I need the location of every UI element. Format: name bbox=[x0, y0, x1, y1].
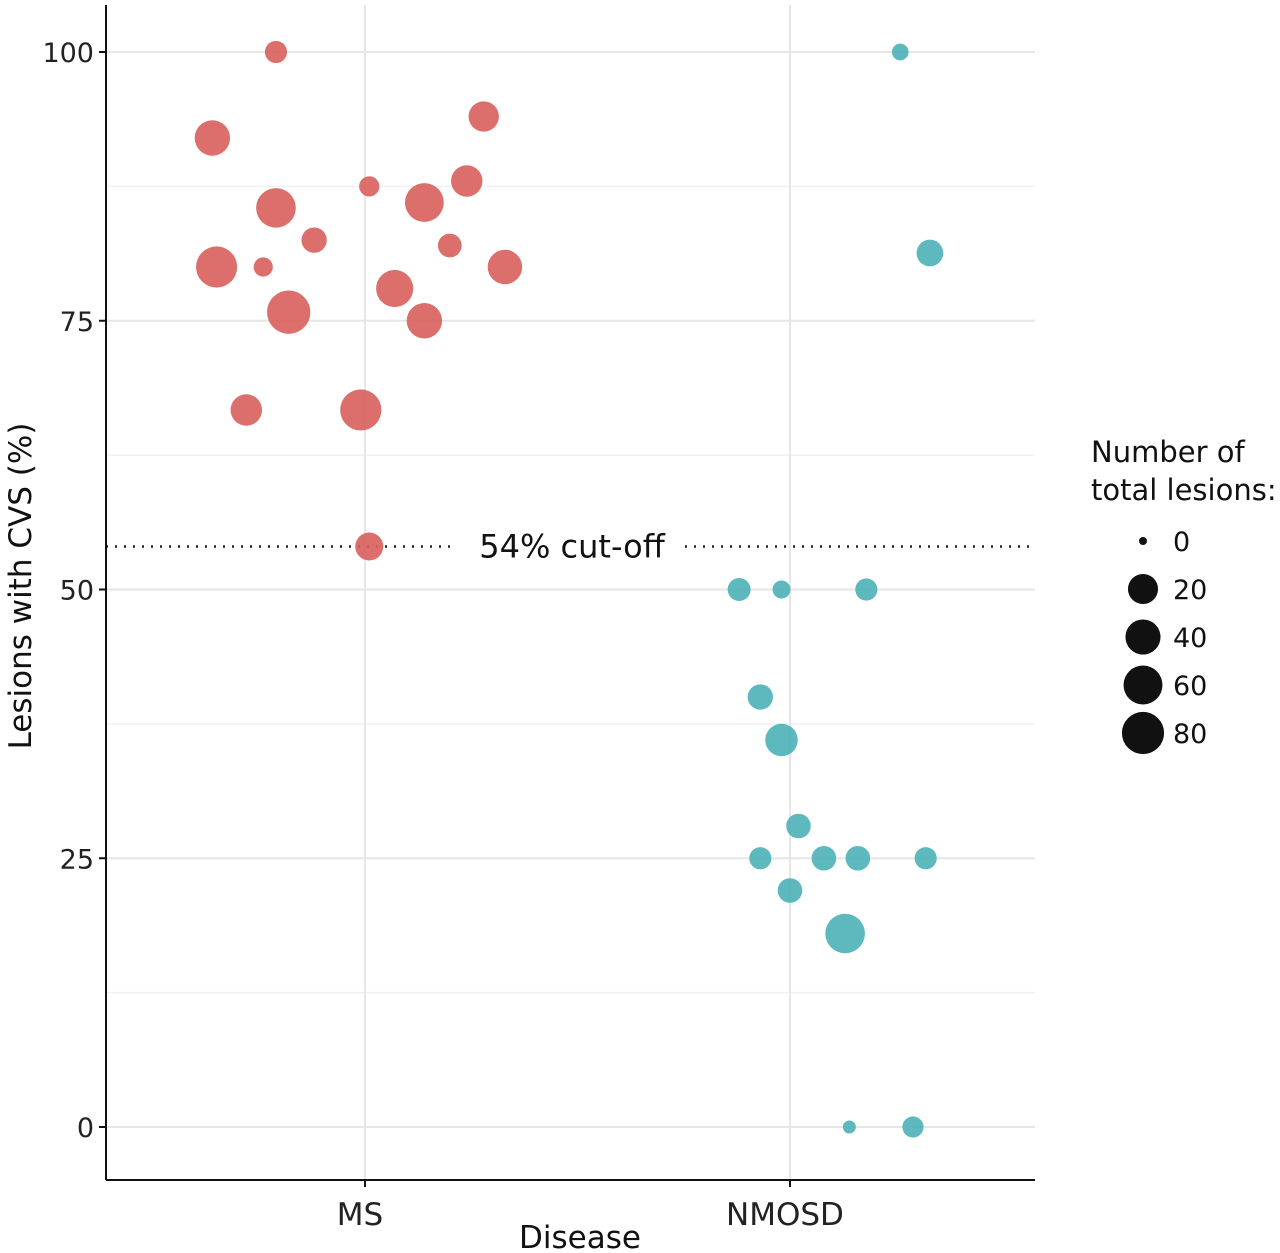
size-legend: Number of total lesions: 0 20 40 60 80 bbox=[1091, 435, 1277, 755]
data-point-ms bbox=[267, 290, 311, 334]
y-tick-label: 25 bbox=[60, 844, 94, 875]
data-point-nmosd bbox=[811, 845, 837, 871]
data-point-nmosd bbox=[765, 723, 798, 757]
data-point-ms bbox=[253, 257, 273, 277]
data-point-ms bbox=[264, 40, 288, 64]
data-point-nmosd bbox=[902, 1116, 924, 1138]
y-tick-label: 100 bbox=[42, 38, 94, 69]
data-point-ms bbox=[196, 246, 238, 288]
legend-size-label: 80 bbox=[1173, 719, 1207, 750]
data-point-ms bbox=[355, 532, 384, 561]
data-point-ms bbox=[437, 233, 462, 258]
data-point-nmosd bbox=[855, 578, 878, 601]
axis-ticks: 0 25 50 75 100 MS NMOSD bbox=[42, 38, 843, 1233]
data-point-ms bbox=[404, 183, 444, 222]
data-point-nmosd bbox=[891, 43, 909, 61]
x-tick-label: NMOSD bbox=[726, 1197, 844, 1233]
data-point-ms bbox=[376, 269, 414, 308]
data-point-ms bbox=[359, 176, 380, 197]
data-point-nmosd bbox=[825, 913, 865, 954]
data-point-ms bbox=[487, 249, 523, 285]
legend-size-label: 60 bbox=[1173, 671, 1207, 702]
cutoff-line-group: 54% cut-off bbox=[106, 528, 1035, 566]
data-point-nmosd bbox=[727, 578, 751, 601]
legend-size-label: 20 bbox=[1173, 575, 1207, 606]
x-tick-label: MS bbox=[337, 1197, 383, 1233]
data-point-nmosd bbox=[916, 239, 944, 267]
data-point-ms bbox=[256, 188, 296, 228]
legend-size-circle bbox=[1127, 573, 1159, 605]
legend-title-line-1: Number of bbox=[1091, 435, 1245, 469]
data-point-ms bbox=[340, 389, 382, 431]
data-point-nmosd bbox=[747, 684, 773, 710]
y-tick-label: 50 bbox=[60, 576, 94, 607]
grid-lines bbox=[106, 5, 1035, 1180]
data-point-nmosd bbox=[845, 845, 871, 871]
y-tick-label: 75 bbox=[60, 307, 94, 338]
legend-size-circle bbox=[1125, 619, 1161, 655]
data-point-ms bbox=[468, 101, 499, 132]
data-point-nmosd bbox=[914, 847, 937, 870]
data-point-nmosd bbox=[842, 1120, 856, 1134]
legend-size-circle bbox=[1139, 537, 1147, 545]
y-tick-label: 0 bbox=[77, 1113, 94, 1144]
x-axis-title: Disease bbox=[519, 1220, 641, 1253]
cutoff-label: 54% cut-off bbox=[479, 528, 665, 566]
data-point-ms bbox=[230, 394, 263, 426]
legend-size-label: 0 bbox=[1173, 527, 1190, 558]
legend-title-line-2: total lesions: bbox=[1091, 473, 1277, 507]
legend-size-circle bbox=[1121, 711, 1165, 755]
data-point-ms bbox=[451, 165, 483, 197]
y-axis-title: Lesions with CVS (%) bbox=[3, 423, 39, 750]
legend-size-circle bbox=[1123, 665, 1163, 705]
data-point-nmosd bbox=[749, 847, 772, 870]
data-points bbox=[194, 40, 944, 1138]
legend-size-label: 40 bbox=[1173, 623, 1207, 654]
data-point-nmosd bbox=[777, 878, 803, 903]
data-point-ms bbox=[194, 120, 231, 156]
data-point-ms bbox=[301, 227, 327, 253]
data-point-ms bbox=[406, 303, 443, 339]
data-point-nmosd bbox=[786, 813, 811, 839]
axes bbox=[105, 5, 1035, 1181]
data-point-nmosd bbox=[772, 580, 791, 599]
